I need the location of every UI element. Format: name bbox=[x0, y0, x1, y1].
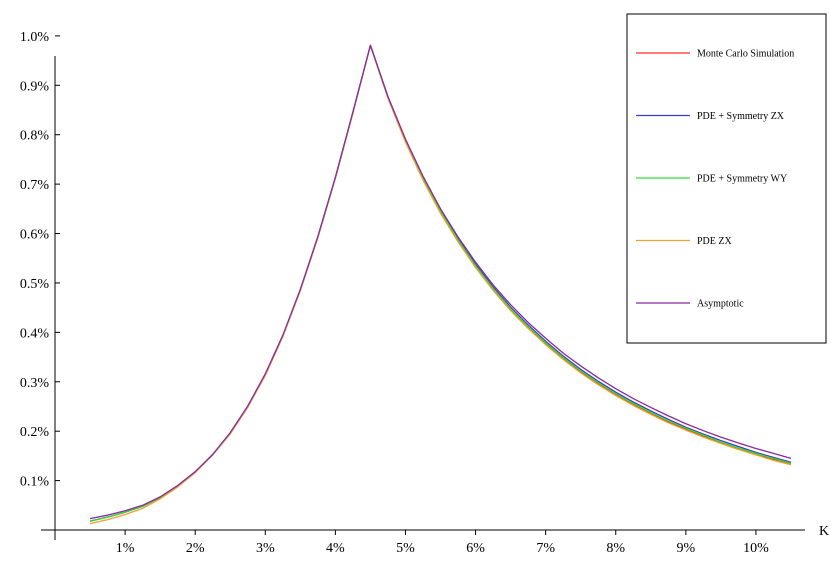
x-tick-label: 5% bbox=[396, 541, 415, 556]
y-tick-label: 0.5% bbox=[20, 277, 50, 292]
y-tick-label: 0.3% bbox=[20, 376, 50, 391]
x-tick-label: 8% bbox=[606, 541, 625, 556]
legend-label-pde-zx: PDE ZX bbox=[697, 236, 733, 247]
legend-label-pde-symmetry-zx: PDE + Symmetry ZX bbox=[697, 111, 785, 122]
y-tick-label: 0.4% bbox=[20, 326, 50, 341]
x-tick-label: 4% bbox=[326, 541, 345, 556]
x-tick-label: 9% bbox=[677, 541, 696, 556]
x-ticks: 1% 2% 3% 4% 5% 6% 7% 8% 9% 10% bbox=[116, 530, 769, 556]
y-tick-label: 1.0% bbox=[20, 30, 50, 45]
legend-label-monte-carlo-simulation: Monte Carlo Simulation bbox=[697, 49, 794, 60]
legend-label-asymptotic: Asymptotic bbox=[697, 299, 744, 310]
y-tick-label: 0.7% bbox=[20, 178, 50, 193]
x-axis-title: K bbox=[819, 524, 829, 539]
series-line-asymptotic bbox=[89, 44, 792, 520]
y-tick-label: 0.1% bbox=[20, 475, 50, 490]
y-tick-label: 0.9% bbox=[20, 79, 50, 94]
x-tick-label: 2% bbox=[186, 541, 205, 556]
legend: Monte Carlo Simulation PDE + Symmetry ZX P… bbox=[626, 13, 827, 344]
y-tick-label: 0.8% bbox=[20, 129, 50, 144]
x-tick-label: 1% bbox=[116, 541, 135, 556]
x-tick-label: 7% bbox=[536, 541, 555, 556]
y-tick-label: 0.2% bbox=[20, 425, 50, 440]
x-tick-label: 10% bbox=[743, 541, 769, 556]
x-tick-label: 6% bbox=[466, 541, 485, 556]
legend-entries: Monte Carlo Simulation PDE + Symmetry ZX P… bbox=[636, 49, 794, 310]
axes bbox=[41, 56, 805, 540]
legend-label-pde-symmetry-wy: PDE + Symmetry WY bbox=[697, 174, 787, 185]
series-lines bbox=[89, 44, 792, 525]
y-ticks: 0.1% 0.2% 0.3% 0.4% 0.5% 0.6% 0.7% 0.8% 0.9% 1.0% bbox=[20, 30, 60, 490]
y-tick-label: 0.6% bbox=[20, 228, 50, 243]
x-tick-label: 3% bbox=[256, 541, 275, 556]
